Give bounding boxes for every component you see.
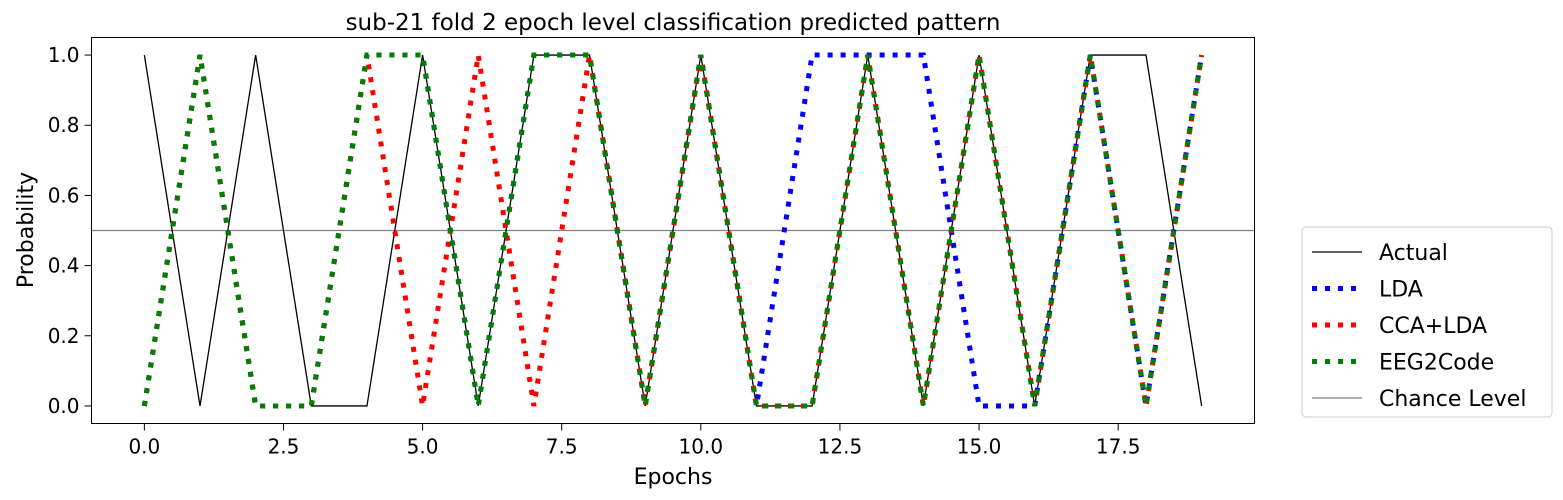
- x-tick-label: 2.5: [268, 435, 300, 459]
- x-tick-label: 12.5: [818, 435, 863, 459]
- x-tick-label: 10.0: [679, 435, 724, 459]
- legend-label-lda: LDA: [1379, 278, 1423, 303]
- x-axis-label: Epochs: [634, 465, 713, 490]
- chart-title: sub-21 fold 2 epoch level classification…: [346, 10, 1001, 36]
- x-tick-label: 0.0: [128, 435, 160, 459]
- legend-frame: [1301, 226, 1553, 418]
- y-tick-label: 0.2: [48, 324, 80, 348]
- legend-label-cca-lda: CCA+LDA: [1379, 314, 1487, 339]
- y-tick-label: 0.4: [48, 254, 80, 278]
- legend-label-actual: Actual: [1379, 241, 1448, 266]
- x-tick-label: 5.0: [407, 435, 439, 459]
- series-actual-line: [143, 54, 1203, 407]
- series-layer: [141, 52, 1205, 409]
- y-tick-label: 0.0: [48, 394, 80, 418]
- y-tick-label: 1.0: [48, 43, 80, 67]
- x-axis: 0.0 2.5 5.0 7.5 10.0 12.5 15.0 17.5: [128, 423, 1141, 459]
- y-axis: 0.0 0.2 0.4 0.6 0.8 1.0: [48, 43, 92, 418]
- x-tick-label: 17.5: [1096, 435, 1141, 459]
- legend: Actual LDA CCA+LDA EEG2Code Chance Level: [1301, 226, 1553, 418]
- x-tick-label: 7.5: [546, 435, 578, 459]
- y-tick-label: 0.6: [48, 183, 80, 207]
- plot-frame: [91, 37, 1255, 424]
- x-tick-label: 15.0: [957, 435, 1002, 459]
- series-lda-line: [141, 52, 1205, 409]
- y-axis-label: Probability: [14, 172, 39, 288]
- legend-label-chance-level: Chance Level: [1379, 387, 1526, 412]
- legend-label-eeg2code: EEG2Code: [1379, 351, 1494, 376]
- y-tick-label: 0.8: [48, 113, 80, 137]
